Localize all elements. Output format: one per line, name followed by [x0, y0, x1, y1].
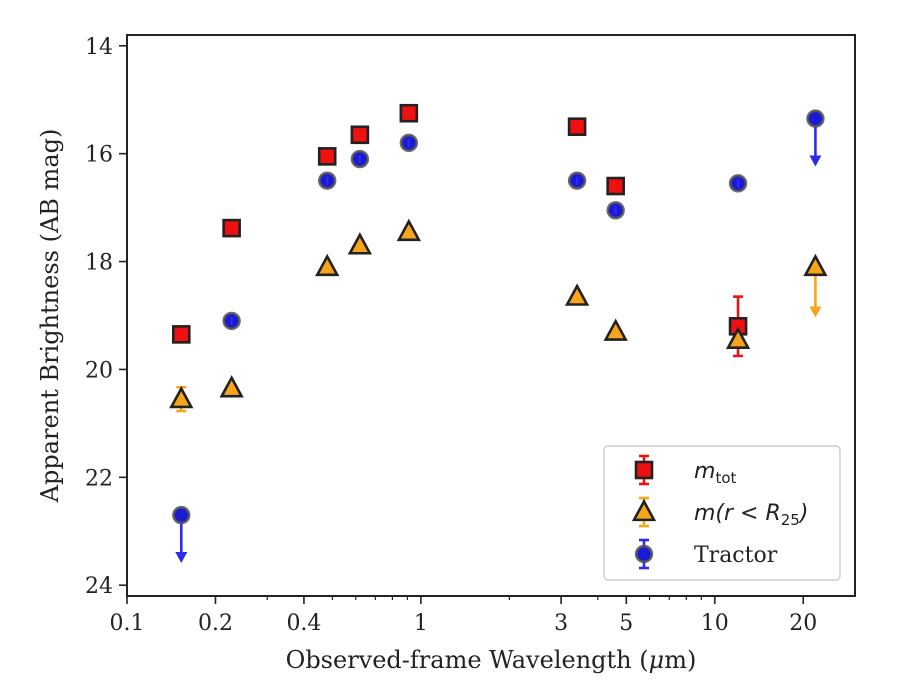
y-tick-label-5: 24 [85, 574, 113, 599]
legend-label-main-0: m [694, 459, 715, 484]
x-tick-label-5: 5 [619, 611, 633, 636]
series-0 [171, 103, 748, 358]
x-axis-label-suffix: m) [664, 646, 696, 674]
plot-frame [126, 34, 856, 597]
series-2-point-8 [806, 109, 825, 128]
series-1-point-0 [169, 385, 194, 409]
axes: 0.1 0.2 0.4 1 3 5 10 20 14 16 18 20 22 24 [85, 35, 817, 636]
legend-entry-2: Tractor [634, 538, 778, 570]
y-tick-label-3: 20 [85, 358, 113, 383]
y-axis-label: Apparent Brightness (AB mag) [36, 129, 64, 504]
series-2-limit-arrow-8-head [809, 155, 822, 167]
series-1-limit-arrow-8-head [809, 306, 822, 318]
x-tick-label-6: 10 [701, 611, 729, 636]
x-axis-label-prefix: Observed-frame Wavelength ( [286, 646, 649, 674]
legend-entry-1: m(r < R25) [631, 496, 808, 529]
y-tick-label-4: 22 [85, 466, 113, 491]
legend-label-sub-1: 25 [781, 511, 800, 529]
legend-marker-1 [631, 498, 657, 522]
x-tick-label-3: 1 [414, 611, 428, 636]
x-tick-label-7: 20 [789, 611, 817, 636]
x-tick-label-4: 3 [554, 611, 568, 636]
x-tick-label-0: 0.1 [110, 611, 145, 636]
x-tick-label-2: 0.4 [286, 611, 321, 636]
legend-label-0: mtot [694, 459, 736, 487]
series-2-point-0 [172, 505, 191, 525]
y-tick-label-2: 18 [85, 251, 113, 276]
x-tick-label-1: 0.2 [198, 611, 233, 636]
x-axis-label-mu: μ [649, 646, 665, 674]
legend-label-tail-1: ) [798, 501, 809, 526]
y-tick-label-0: 14 [85, 35, 113, 60]
y-tick-label-1: 16 [85, 143, 113, 168]
legend-entry-0: mtot [634, 454, 736, 487]
series-2 [172, 109, 825, 563]
legend-marker-2 [634, 544, 654, 564]
legend-label-sub-0: tot [715, 469, 736, 487]
legend-label-1: m(r < R25) [694, 501, 808, 529]
legend-label-2: Tractor [694, 543, 778, 568]
series-1 [169, 218, 828, 413]
legend-box [603, 445, 841, 581]
legend-marker-0 [634, 460, 654, 480]
chart-marks [169, 103, 828, 563]
series-1-point-8 [803, 253, 828, 277]
series-2-limit-arrow-0-head [175, 551, 188, 563]
legend-label-main-1: m(r < R [694, 501, 781, 526]
x-axis-label: Observed-frame Wavelength (μm) [286, 646, 697, 674]
legend: mtot m(r < R25) Tractor [603, 445, 841, 581]
